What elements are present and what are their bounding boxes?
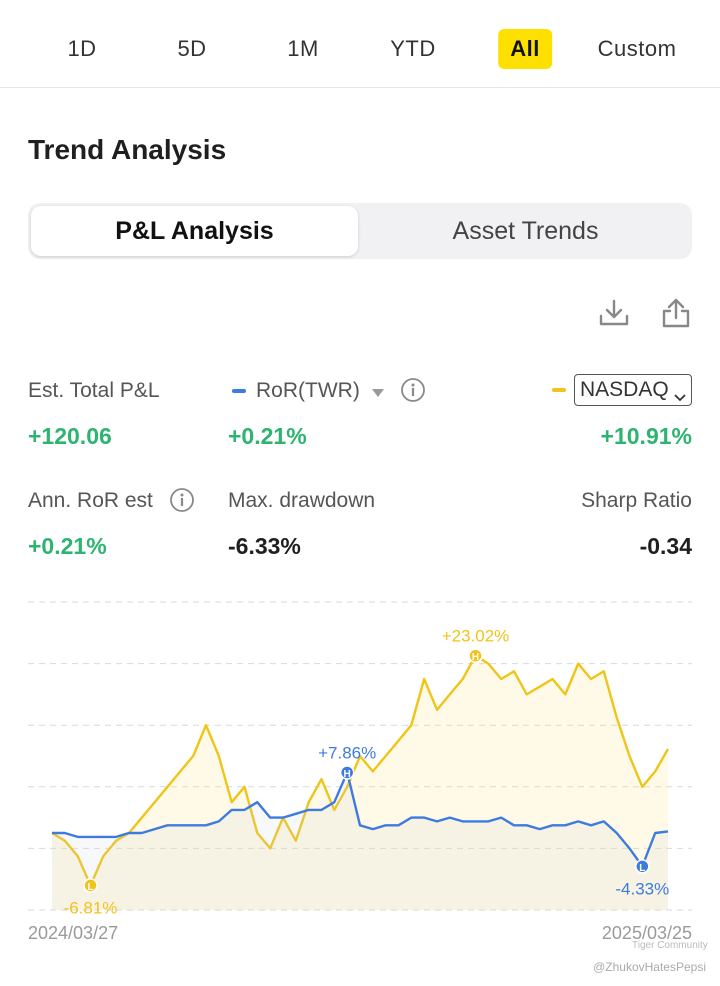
annotation-label: +7.86% <box>318 743 376 762</box>
tab-asset-trends[interactable]: Asset Trends <box>452 216 599 245</box>
ann-ror-label: Ann. RoR est <box>28 489 153 512</box>
marker-l <box>83 878 98 893</box>
x-end-label: 2025/03/25 <box>601 923 692 943</box>
annotation-label: -6.81% <box>64 898 118 917</box>
nasdaq-label: NASDAQ <box>580 378 669 401</box>
sharp-ratio-value: -0.34 <box>639 533 692 559</box>
ror-legend-dash <box>232 389 246 394</box>
est-total-pl-label: Est. Total P&L <box>28 379 160 402</box>
marker-l <box>635 859 650 874</box>
section-title: Trend Analysis <box>28 134 227 165</box>
range-tab-1m[interactable]: 1M <box>287 36 319 61</box>
marker-letter: L <box>87 882 93 893</box>
range-tab-1d[interactable]: 1D <box>67 36 97 61</box>
marker-letter: H <box>344 769 351 780</box>
analysis-segment-control: P&L Analysis Asset Trends <box>28 203 692 259</box>
annotation-label: -4.33% <box>615 879 669 898</box>
x-start-label: 2024/03/27 <box>28 923 119 943</box>
range-tab-ytd[interactable]: YTD <box>390 36 436 61</box>
info-icon[interactable] <box>169 487 195 518</box>
pl-trend-chart[interactable]: L -6.81% H +23.02% H +7.86% L -4.33% <box>0 590 720 920</box>
range-tab-5d[interactable]: 5D <box>177 36 207 61</box>
ann-ror-value: +0.21% <box>28 533 107 559</box>
range-tab-bar: 1D 5D 1M YTD All Custom <box>0 12 720 88</box>
range-tab-all[interactable]: All <box>498 29 552 69</box>
nasdaq-legend-dash <box>552 388 566 392</box>
tab-pl-analysis[interactable]: P&L Analysis <box>31 206 358 256</box>
info-icon[interactable] <box>400 377 426 408</box>
ror-label: RoR(TWR) <box>256 379 360 402</box>
annotation-label: +23.02% <box>442 627 510 646</box>
triangle-down-icon[interactable] <box>371 385 385 403</box>
nasdaq-line <box>51 654 670 887</box>
rortwr-area <box>52 772 668 910</box>
user-watermark: @ZhukovHatesPepsi <box>593 960 706 974</box>
ror-legend[interactable]: RoR(TWR) <box>232 379 360 403</box>
marker-h <box>339 765 355 780</box>
nasdaq-value: +10.91% <box>600 423 692 449</box>
est-total-pl-value: +120.06 <box>28 423 112 449</box>
chevron-down-icon <box>673 383 687 413</box>
share-icon[interactable] <box>659 296 693 330</box>
benchmark-select[interactable]: NASDAQ <box>574 374 692 406</box>
rortwr-line <box>52 771 669 868</box>
nasdaq-area <box>52 655 668 910</box>
range-tab-custom[interactable]: Custom <box>597 36 677 61</box>
max-drawdown-label: Max. drawdown <box>228 489 376 512</box>
max-drawdown-value: -6.33% <box>228 533 301 559</box>
marker-letter: H <box>472 652 479 663</box>
marker-letter: L <box>639 863 645 874</box>
sharp-ratio-label: Sharp Ratio <box>581 489 692 512</box>
tiger-community-watermark: Tiger Community <box>632 940 708 951</box>
marker-h <box>468 648 483 663</box>
ror-value: +0.21% <box>228 423 307 449</box>
download-icon[interactable] <box>597 296 631 330</box>
